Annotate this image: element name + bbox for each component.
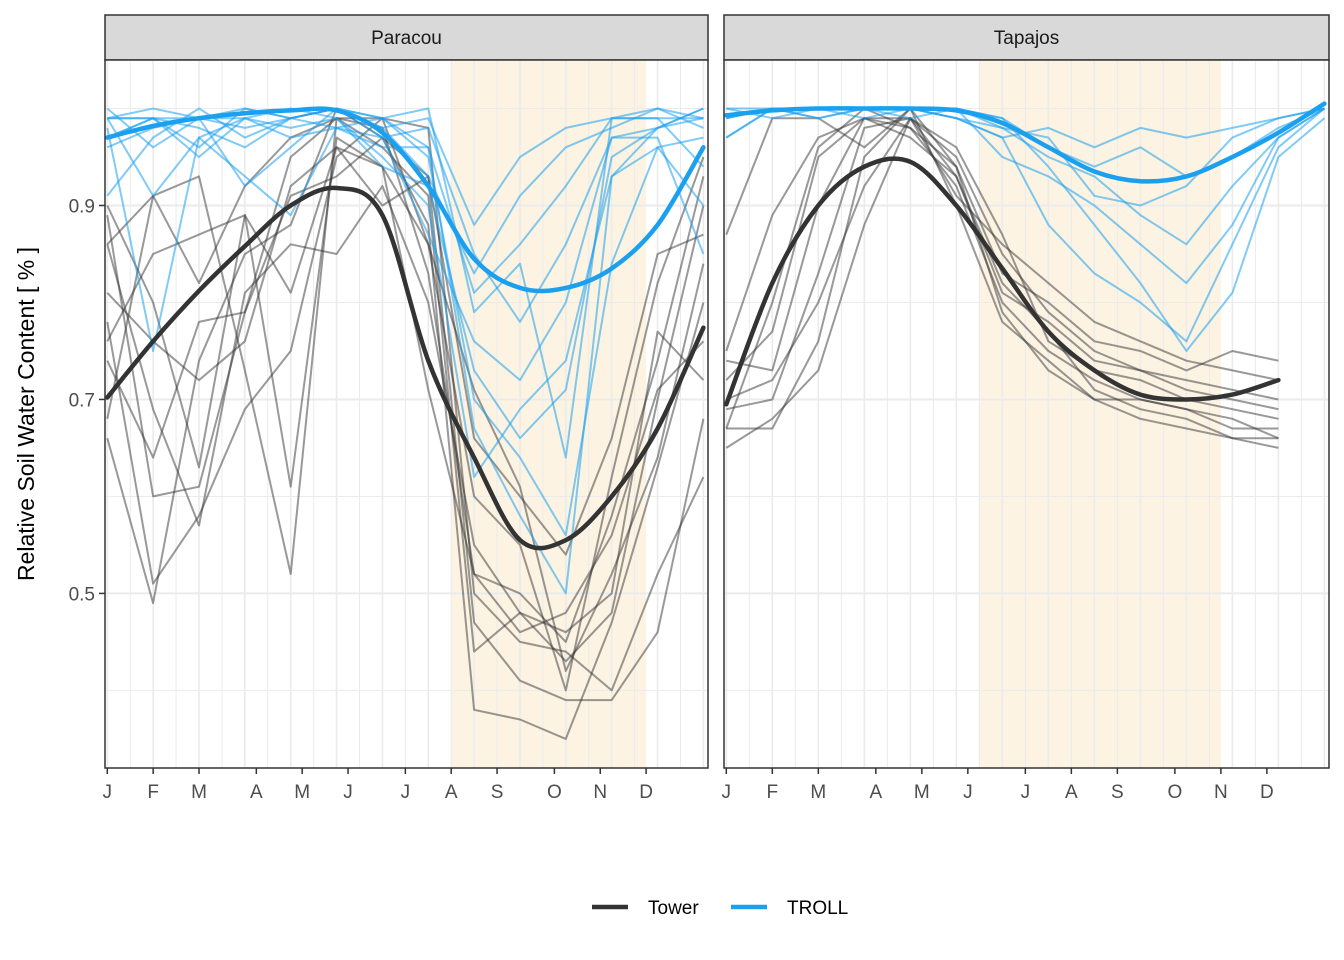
x-tick-label: N <box>1214 782 1228 803</box>
smooth-line-tower <box>105 185 706 551</box>
y-axis: 0.5 0.7 0.9 <box>69 196 105 605</box>
x-tick-label: J <box>1021 782 1031 803</box>
x-tick-label: A <box>250 782 263 803</box>
troll-replicate-line <box>106 107 705 478</box>
x-tick-label: M <box>914 782 930 803</box>
x-tick-label: J <box>722 782 732 803</box>
tower-replicate-line <box>106 136 705 692</box>
x-tick-label: F <box>147 782 159 803</box>
tower-replicate-line <box>106 185 705 663</box>
legend: Tower TROLL <box>592 898 848 919</box>
troll-replicate-line <box>106 107 704 440</box>
x-tick-label: A <box>1065 782 1078 803</box>
tower-replicate-line <box>725 117 1279 449</box>
x-tick-label: S <box>491 782 504 803</box>
tower-replicate-line <box>106 117 705 634</box>
legend-label-troll: TROLL <box>787 898 848 919</box>
x-tick-label: D <box>1260 782 1274 803</box>
panel-tapajos: Tapajos J F M A M J J A S O N D <box>722 14 1330 803</box>
dry-season-band <box>451 60 647 768</box>
tower-replicate-line <box>106 117 705 653</box>
tower-replicate-line <box>726 107 1279 430</box>
x-tick-label: N <box>593 782 607 803</box>
smooth-lines <box>724 101 1327 407</box>
tower-replicate-line <box>725 117 1279 411</box>
dry-season-band <box>979 60 1221 768</box>
x-tick-label: D <box>639 782 653 803</box>
tower-replicate-line <box>725 117 1279 401</box>
y-tick-label: 0.7 <box>69 390 95 411</box>
strip-label-paracou: Paracou <box>371 28 442 49</box>
x-tick-label: J <box>103 782 113 803</box>
y-axis-title: Relative Soil Water Content [ % ] <box>13 247 39 581</box>
troll-replicate-line <box>106 107 704 226</box>
x-tick-label: M <box>294 782 310 803</box>
x-tick-label: M <box>191 782 207 803</box>
x-tick-label: S <box>1111 782 1124 803</box>
troll-replicate-line <box>107 107 704 275</box>
troll-replicate-line <box>107 107 705 382</box>
x-tick-label: J <box>343 782 353 803</box>
strip-background <box>723 14 1330 61</box>
tower-replicate-line <box>725 117 1279 440</box>
x-tick-label: A <box>869 782 882 803</box>
legend-label-tower: Tower <box>648 898 699 919</box>
panel-paracou: Paracou J F M A M J J A S O N D 0.5 0.7 0.9 <box>69 14 709 803</box>
strip-label-tapajos: Tapajos <box>994 28 1060 49</box>
y-tick-label: 0.5 <box>69 584 95 605</box>
x-tick-label: M <box>810 782 826 803</box>
tower-replicate-line <box>106 146 704 556</box>
panel-border <box>723 59 1330 769</box>
smooth-line-tower <box>724 156 1281 407</box>
smooth-lines <box>105 106 706 551</box>
x-tick-label: O <box>1167 782 1182 803</box>
troll-replicate-line <box>107 107 704 323</box>
x-tick-label: O <box>547 782 562 803</box>
x-tick-label: J <box>963 782 973 803</box>
smooth-line-troll <box>724 101 1327 184</box>
y-tick-label: 0.9 <box>69 196 95 217</box>
troll-replicate-line <box>106 117 704 595</box>
strip-background <box>104 14 709 61</box>
smooth-line-troll <box>105 106 706 294</box>
panel-border <box>104 59 709 769</box>
x-tick-label: F <box>767 782 779 803</box>
x-tick-label: J <box>401 782 411 803</box>
x-tick-label: A <box>445 782 458 803</box>
